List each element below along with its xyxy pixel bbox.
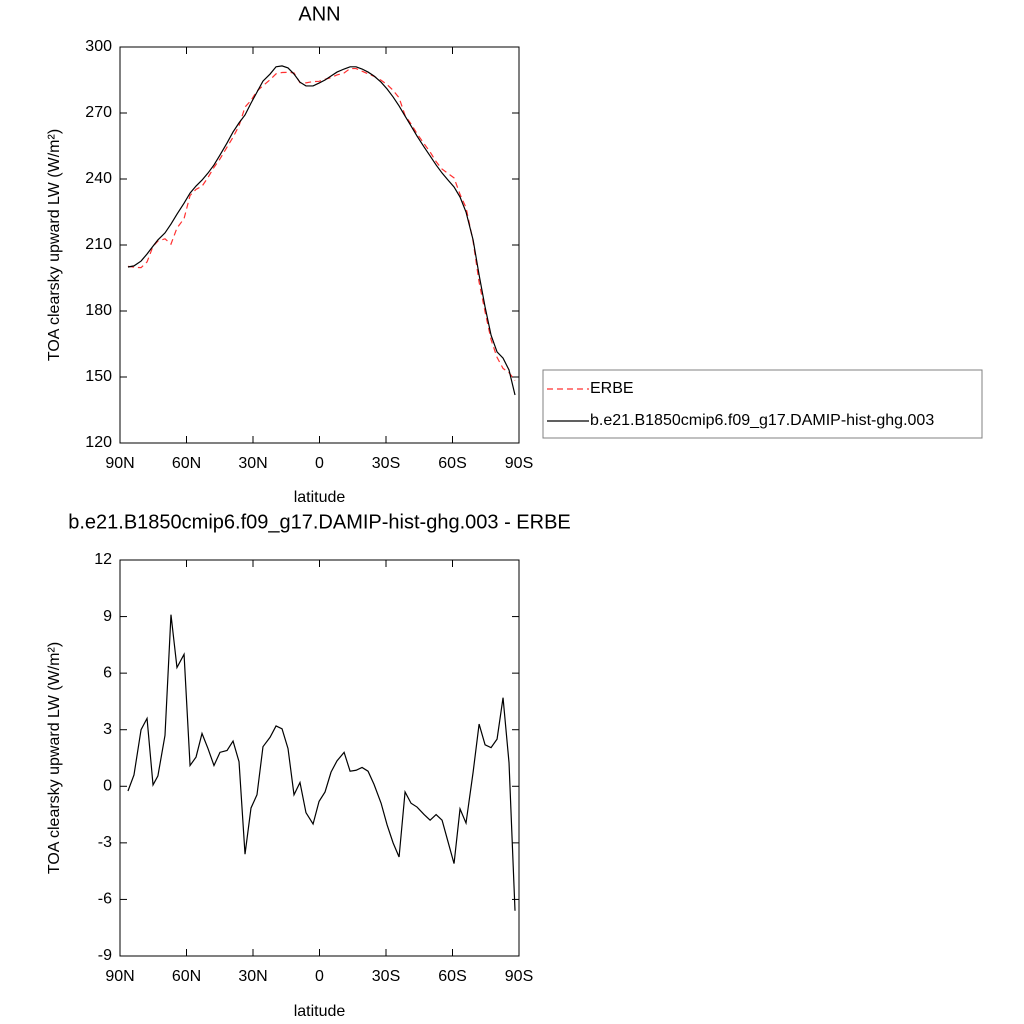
x-tick-label: 30N: [238, 968, 267, 985]
legend-label: ERBE: [590, 380, 634, 397]
chart-title: ANN: [298, 3, 340, 25]
x-axis-label: latitude: [294, 489, 346, 506]
x-tick-label: 0: [315, 455, 324, 472]
legend-label: b.e21.B1850cmip6.f09_g17.DAMIP-hist-ghg.…: [590, 412, 934, 429]
plot-frame: [119, 46, 520, 444]
y-tick-label: -9: [98, 947, 112, 964]
y-tick-label: 120: [85, 434, 112, 451]
y-tick-label: 240: [85, 170, 112, 187]
y-tick-label: 300: [85, 38, 112, 55]
y-tick-label: -3: [98, 834, 112, 851]
y-axis-label: TOA clearsky upward LW (W/m²): [46, 642, 63, 874]
y-tick-label: 12: [94, 551, 112, 568]
y-tick-label: 150: [85, 368, 112, 385]
data-line: [127, 67, 516, 381]
y-tick-label: 270: [85, 104, 112, 121]
x-tick-label: 90N: [105, 968, 134, 985]
y-tick-label: 210: [85, 236, 112, 253]
data-line: [127, 65, 516, 396]
x-tick-label: 60S: [438, 968, 466, 985]
x-tick-label: 0: [315, 968, 324, 985]
legend: ERBE b.e21.B1850cmip6.f09_g17.DAMIP-hist-…: [542, 369, 983, 439]
x-tick-label: 30S: [372, 455, 400, 472]
x-tick-label: 30S: [372, 968, 400, 985]
y-tick-label: 3: [103, 721, 112, 738]
legend-box: [542, 369, 983, 439]
x-tick-label: 90S: [505, 455, 533, 472]
x-tick-label: 60N: [172, 455, 201, 472]
y-axis-label: TOA clearsky upward LW (W/m²): [46, 129, 63, 361]
y-tick-label: -6: [98, 891, 112, 908]
x-tick-label: 90S: [505, 968, 533, 985]
x-tick-label: 60S: [438, 455, 466, 472]
y-tick-label: 6: [103, 664, 112, 681]
x-tick-label: 30N: [238, 455, 267, 472]
x-axis-label: latitude: [294, 1003, 346, 1020]
chart-title: b.e21.B1850cmip6.f09_g17.DAMIP-hist-ghg.…: [68, 511, 571, 533]
x-tick-label: 60N: [172, 968, 201, 985]
plot-frame: [119, 559, 520, 957]
data-line: [127, 614, 516, 911]
y-tick-label: 180: [85, 302, 112, 319]
y-tick-label: 0: [103, 778, 112, 795]
y-tick-label: 9: [103, 608, 112, 625]
x-tick-label: 90N: [105, 455, 134, 472]
